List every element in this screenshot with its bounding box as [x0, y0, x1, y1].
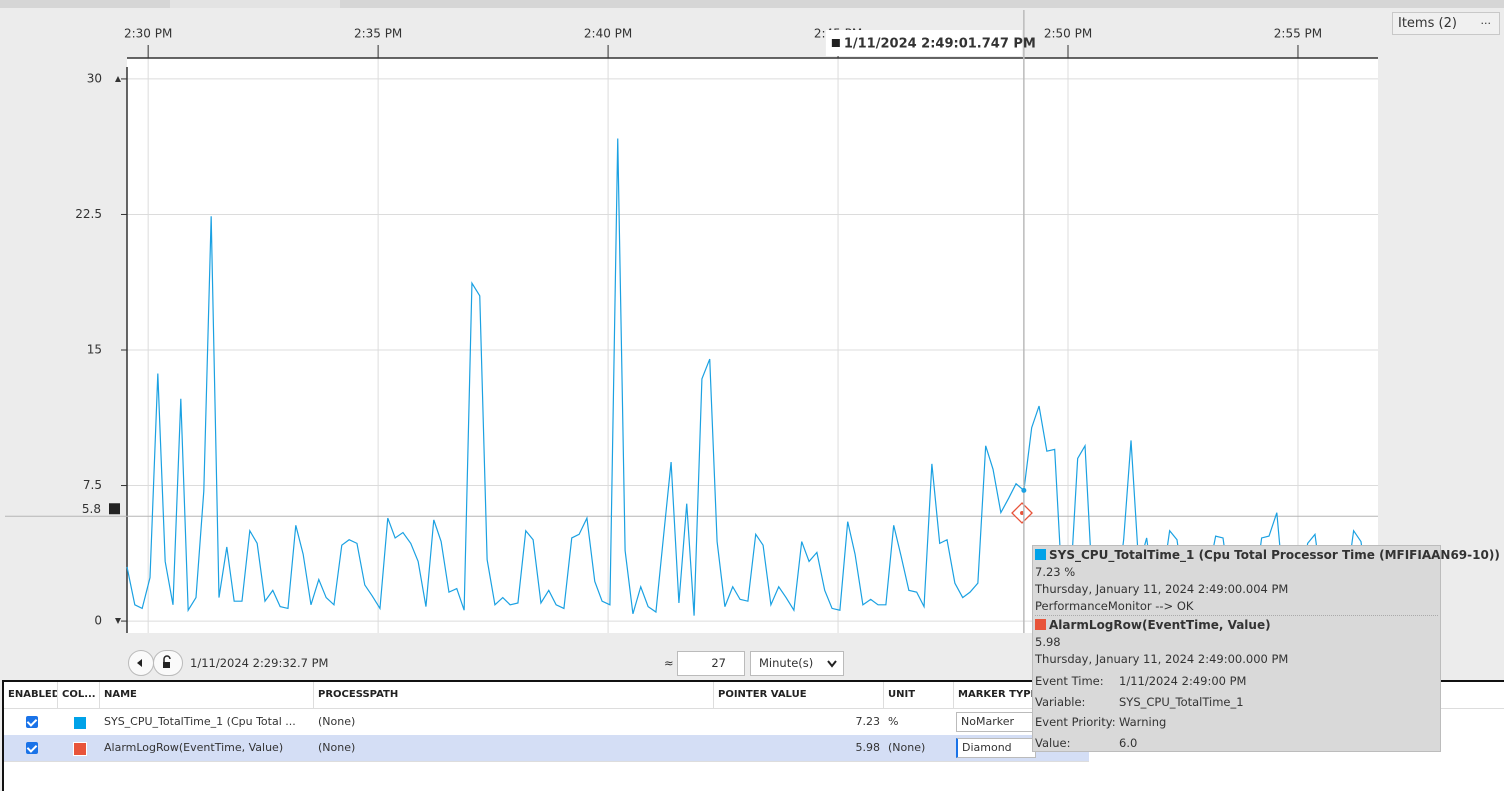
- prev-icon: [137, 659, 142, 667]
- pointer-dot: [1021, 487, 1027, 493]
- unit-label: Minute(s): [759, 656, 814, 670]
- lock-icon: [163, 655, 171, 668]
- marker-select[interactable]: Diamond: [956, 738, 1036, 758]
- field-value: 6.0: [1119, 735, 1138, 750]
- x-tick-label: 2:55 PM: [1274, 27, 1322, 41]
- plot-area: [127, 58, 1378, 633]
- approx-sign: ≈: [664, 656, 674, 670]
- path-cell: (None): [318, 715, 356, 728]
- field-value: SYS_CPU_TotalTime_1: [1119, 694, 1244, 709]
- y-tick-label: 0: [94, 614, 102, 628]
- name-cell: SYS_CPU_TotalTime_1 (Cpu Total ...: [104, 715, 296, 728]
- column-header[interactable]: UNIT: [884, 682, 954, 708]
- tooltip-series-value: 7.23 %: [1035, 565, 1076, 579]
- tooltip-alarm-time: Thursday, January 11, 2024 2:49:00.000 P…: [1035, 652, 1289, 666]
- cursor-label-marker: [831, 39, 840, 47]
- tooltip-alarm-name: AlarmLogRow(EventTime, Value): [1049, 618, 1271, 632]
- tooltip-field: Event Priority: Warning: [1035, 712, 1438, 733]
- color-swatch[interactable]: [73, 742, 87, 756]
- tooltip-field: Value: 6.0: [1035, 733, 1438, 754]
- unit-cell: (None): [888, 741, 926, 754]
- duration-input[interactable]: 27: [677, 651, 745, 676]
- tooltip-series-name: SYS_CPU_TotalTime_1 (Cpu Total Processor…: [1049, 548, 1500, 562]
- lock-button[interactable]: [153, 650, 183, 676]
- series-line: [126, 138, 1378, 616]
- column-header[interactable]: PROCESSPATH: [314, 682, 714, 708]
- tooltip-swatch: [1035, 619, 1046, 630]
- scroll-up[interactable]: [115, 76, 121, 82]
- column-header[interactable]: ENABLED: [4, 682, 58, 708]
- path-cell: (None): [318, 741, 356, 754]
- items-menu[interactable]: ...: [1480, 14, 1492, 27]
- header-divider: [4, 708, 1504, 709]
- column-header[interactable]: COL...: [58, 682, 100, 708]
- prev-button[interactable]: [128, 650, 154, 676]
- x-tick-label: 2:50 PM: [1044, 27, 1092, 41]
- chart: 2:30 PM2:35 PM2:40 PM2:45 PM2:50 PM2:55 …: [5, 10, 1378, 633]
- tooltip-swatch: [1035, 549, 1046, 560]
- enabled-checkbox[interactable]: [26, 742, 38, 754]
- dropdown-arrow: [827, 660, 837, 668]
- marker-label: NoMarker: [961, 715, 1014, 728]
- tooltip-fields: Event Time: 1/11/2024 2:49:00 PM Variable:…: [1035, 671, 1438, 753]
- unit-cell: %: [888, 715, 899, 728]
- field-value: Warning: [1119, 715, 1167, 729]
- tooltip-alarm-value: 5.98: [1035, 635, 1061, 649]
- y-tick-label: 15: [87, 343, 102, 357]
- unit-select[interactable]: Minute(s): [750, 651, 844, 676]
- pointer-value-cell: 7.23: [855, 715, 881, 728]
- tooltip: SYS_CPU_TotalTime_1 (Cpu Total Processor…: [1032, 545, 1500, 753]
- tooltip-series-header: SYS_CPU_TotalTime_1 (Cpu Total Processor…: [1035, 547, 1500, 564]
- y-tick-label: 30: [87, 71, 102, 85]
- field-value: 1/11/2024 2:49:00 PM: [1119, 674, 1247, 688]
- field-label: Variable:: [1035, 694, 1086, 709]
- tooltip-alarm-header: AlarmLogRow(EventTime, Value): [1035, 617, 1438, 634]
- x-tick-label: 2:30 PM: [124, 27, 172, 41]
- y-tick-label: 22.5: [75, 207, 102, 221]
- alarm-dot: [1020, 511, 1025, 516]
- field-label: Event Priority:: [1035, 715, 1116, 729]
- items-button[interactable]: Items (2) ...: [1392, 12, 1500, 35]
- y-tick-label: 7.5: [83, 478, 102, 492]
- pointer-value-cell: 5.98: [855, 741, 881, 754]
- items-label: Items (2): [1398, 16, 1457, 31]
- x-tick-label: 2:40 PM: [584, 27, 632, 41]
- color-swatch[interactable]: [73, 716, 87, 730]
- start-time: 1/11/2024 2:29:32.7 PM: [190, 656, 329, 670]
- tooltip-series-status: PerformanceMonitor --> OK: [1035, 598, 1438, 616]
- cursor-label-box: [825, 30, 1022, 56]
- field-label: Event Time:: [1035, 674, 1104, 688]
- tooltip-series-time: Thursday, January 11, 2024 2:49:00.004 P…: [1035, 582, 1289, 596]
- name-cell: AlarmLogRow(EventTime, Value): [104, 741, 284, 754]
- row-highlight: [4, 735, 1089, 761]
- enabled-checkbox[interactable]: [26, 716, 38, 728]
- top-strip: [0, 0, 1504, 8]
- table-row[interactable]: AlarmLogRow(EventTime, Value) (None) 5.9…: [4, 735, 1089, 761]
- marker-select[interactable]: NoMarker: [956, 712, 1036, 732]
- field-label: Value:: [1035, 735, 1071, 750]
- scroll-down[interactable]: [115, 618, 121, 624]
- table-row[interactable]: SYS_CPU_TotalTime_1 (Cpu Total ... (None…: [4, 709, 1089, 735]
- tooltip-field: Event Time: 1/11/2024 2:49:00 PM: [1035, 671, 1438, 692]
- tooltip-field: Variable: SYS_CPU_TotalTime_1: [1035, 692, 1438, 713]
- row-divider: [4, 761, 1089, 762]
- column-header[interactable]: POINTER VALUE: [714, 682, 884, 708]
- x-tick-label: 2:35 PM: [354, 27, 402, 41]
- marker-label: Diamond: [962, 741, 1012, 754]
- reference-marker: [109, 503, 120, 515]
- reference-label: 5.8: [82, 502, 101, 516]
- column-header[interactable]: MARKER TYPE: [954, 682, 1044, 708]
- tab-stub: [170, 0, 340, 8]
- column-header[interactable]: NAME: [100, 682, 314, 708]
- cursor-label: 1/11/2024 2:49:01.747 PM: [844, 37, 1036, 52]
